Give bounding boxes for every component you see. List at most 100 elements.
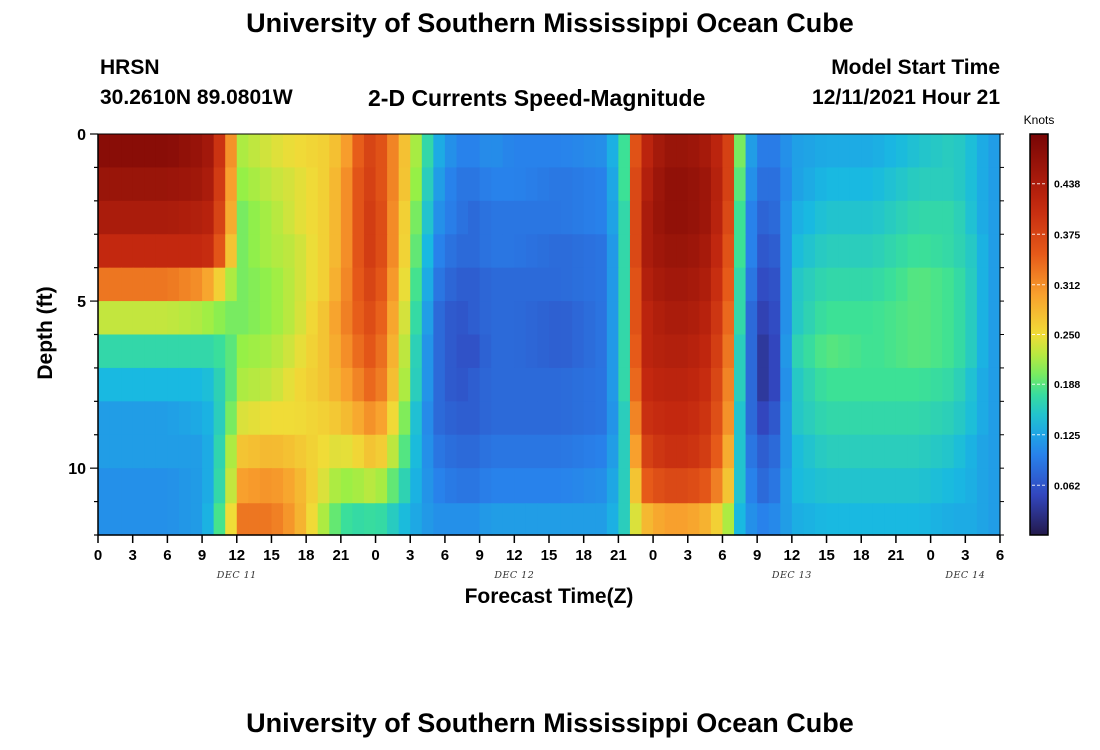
heatmap-cell (699, 167, 712, 202)
heatmap-cell (340, 503, 354, 536)
colorbar: Knots 0.438 0.375 0.312 0.250 0.188 0.125 0.062 (1024, 113, 1080, 536)
colorbar-tick-label: 0.375 (1054, 229, 1080, 241)
heatmap-cell (629, 200, 643, 235)
heatmap-cell (768, 367, 781, 402)
heatmap-cell (190, 234, 203, 269)
heatmap-cell (549, 468, 562, 504)
heatmap-cell (387, 301, 400, 336)
heatmap-cell (329, 468, 342, 504)
heatmap-cell (456, 434, 469, 469)
heatmap-cell (930, 401, 943, 436)
heatmap-cell (988, 134, 1001, 169)
heatmap-cell (352, 234, 365, 269)
x-tick-label: 0 (94, 547, 102, 564)
heatmap-cell (884, 367, 897, 402)
heatmap-cell (283, 200, 296, 235)
heatmap-cell (259, 200, 273, 235)
heatmap-cell (121, 200, 134, 235)
heatmap-cell (699, 401, 712, 436)
heatmap-cell (537, 334, 550, 369)
heatmap-cell (167, 301, 180, 336)
heatmap-cell (884, 301, 897, 336)
heatmap-cell (132, 401, 145, 436)
heatmap-cell (456, 401, 469, 436)
heatmap-cell (606, 134, 619, 169)
heatmap-cell (213, 401, 226, 436)
heatmap-cell (178, 401, 192, 436)
heatmap-cell (653, 367, 666, 402)
heatmap-cell (734, 401, 747, 436)
heatmap-cell (491, 468, 504, 504)
heatmap-cell (895, 401, 909, 436)
heatmap-cell (791, 134, 805, 169)
heatmap-cell (664, 301, 677, 336)
x-tick-label: 12 (506, 547, 523, 564)
heatmap-cell (248, 434, 261, 469)
heatmap-cell (387, 468, 400, 504)
heatmap-cell (468, 200, 481, 235)
heatmap-cell (641, 167, 654, 202)
heatmap-cell (421, 267, 434, 302)
heatmap-cell (98, 367, 111, 402)
heatmap-cell (780, 434, 793, 469)
heatmap-cell (340, 468, 354, 504)
heatmap-cell (872, 401, 885, 436)
heatmap-cell (664, 401, 677, 436)
heatmap-cell (444, 167, 458, 202)
heatmap-cell (814, 503, 828, 536)
heatmap-cell (849, 301, 862, 336)
heatmap-cell (109, 301, 122, 336)
heatmap-cell (734, 301, 747, 336)
heatmap-cell (606, 334, 619, 369)
heatmap-cell (976, 267, 990, 302)
heatmap-cell (178, 468, 192, 504)
heatmap-cell (236, 267, 249, 302)
heatmap-cell (537, 134, 550, 169)
heatmap-cell (398, 301, 411, 336)
heatmap-cell (791, 301, 805, 336)
heatmap-cell (514, 167, 527, 202)
heatmap-cell (953, 301, 966, 336)
heatmap-cell (826, 134, 839, 169)
heatmap-cell (919, 401, 932, 436)
heatmap-cell (329, 401, 342, 436)
heatmap-cell (144, 503, 157, 536)
heatmap-cell (641, 468, 654, 504)
heatmap-cell (190, 301, 203, 336)
heatmap-cell (861, 367, 874, 402)
heatmap-cell (178, 267, 192, 302)
heatmap-cell (884, 167, 897, 202)
heatmap-cell (155, 134, 168, 169)
heatmap-cell (433, 134, 446, 169)
heatmap-cell (629, 401, 643, 436)
heatmap-cell (641, 200, 654, 235)
heatmap-cell (583, 267, 596, 302)
heatmap-cell (826, 234, 839, 269)
heatmap-cell (976, 334, 990, 369)
heatmap-cell (780, 167, 793, 202)
heatmap-cell (236, 167, 249, 202)
heatmap-cell (98, 401, 111, 436)
heatmap-cell (109, 234, 122, 269)
heatmap-cell (444, 468, 458, 504)
heatmap-cell (213, 267, 226, 302)
heatmap-cell (722, 301, 735, 336)
heatmap-cell (491, 334, 504, 369)
heatmap-cell (202, 234, 215, 269)
heatmap-cell (745, 234, 758, 269)
heatmap-cell (468, 134, 481, 169)
heatmap-cell (491, 401, 504, 436)
heatmap-cell (121, 434, 134, 469)
heatmap-cell (537, 468, 550, 504)
heatmap-cell (421, 200, 434, 235)
heatmap-cell (352, 301, 365, 336)
heatmap-cell (722, 434, 735, 469)
heatmap-cell (710, 503, 724, 536)
heatmap-cell (283, 367, 296, 402)
heatmap-cell (248, 267, 261, 302)
heatmap-cell (502, 134, 515, 169)
colorbar-tick-label: 0.438 (1054, 179, 1080, 191)
chart-subtitle: 2-D Currents Speed-Magnitude (368, 85, 706, 111)
heatmap-cell (132, 503, 145, 536)
heatmap-cell (387, 434, 400, 469)
